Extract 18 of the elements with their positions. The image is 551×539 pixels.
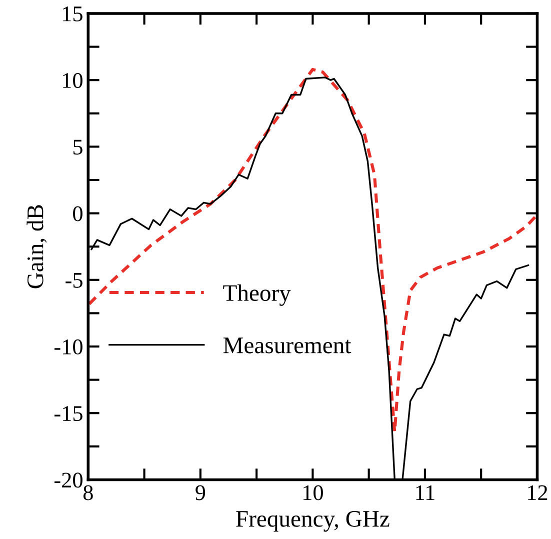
x-tick-label: 11 [416,485,434,500]
y-tick-label: -5 [66,273,82,288]
y-tick-label: 10 [63,73,82,88]
x-tick-label: 9 [196,485,206,500]
y-tick-label: -10 [54,339,82,354]
y-tick-label: 5 [73,140,82,155]
x-tick-label: 12 [528,485,548,500]
legend-label: Measurement [223,338,352,354]
line-series [88,68,538,434]
x-tick-label: 8 [83,485,93,500]
x-tick-label: 10 [304,485,323,500]
y-axis-title: Gain, dB [26,205,47,288]
y-tick-label: 15 [63,6,82,22]
y-tick-label: 0 [73,206,82,222]
y-tick-label: -15 [54,406,82,422]
x-axis-title: Frequency, GHz [236,510,390,532]
legend-label: Theory [223,284,291,306]
y-tick-label: -20 [54,472,82,488]
